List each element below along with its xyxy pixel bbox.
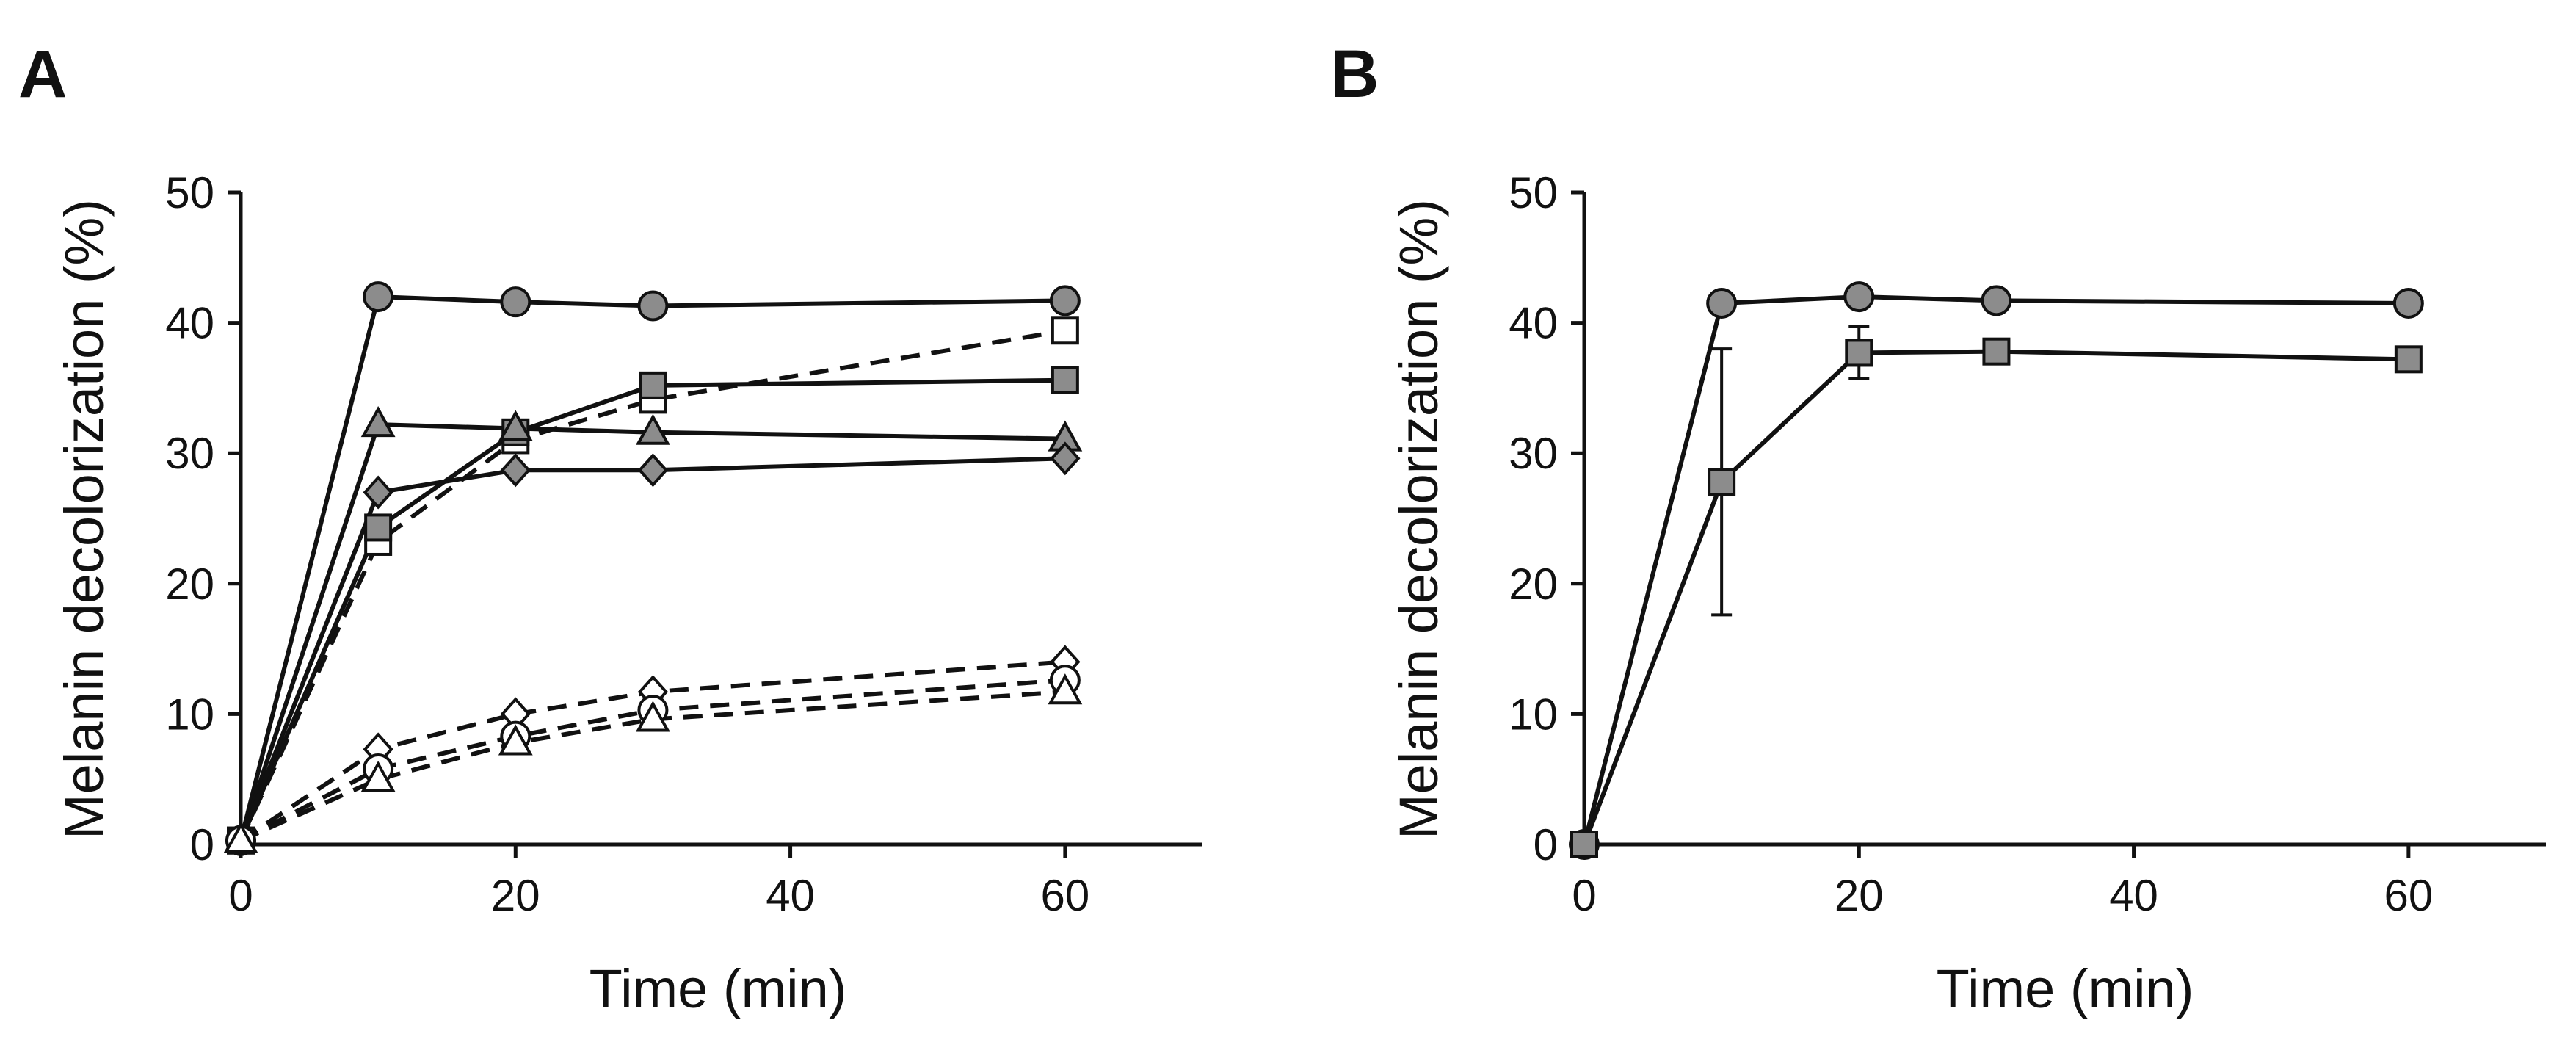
panel-a-y-tick-label: 20 <box>165 560 214 609</box>
panel-a-point-triangle <box>636 413 670 445</box>
panel-a-point-diamond <box>637 453 669 488</box>
panel-a-point-triangle <box>360 406 396 438</box>
panel-a-y-tick-label: 30 <box>165 429 214 478</box>
panel-a-point-circle <box>500 286 531 318</box>
panel-a-point-circle <box>637 290 669 322</box>
panel-a-y-tick-label: 50 <box>165 168 214 217</box>
panel-b-y-tick-label: 10 <box>1509 690 1558 739</box>
panel-b-point-square <box>2394 345 2423 374</box>
panel-a-point-diamond <box>1050 441 1081 476</box>
panel-a-point-diamond <box>500 453 531 488</box>
panel-a-x-tick-label: 40 <box>766 871 815 920</box>
panel-a-point-triangle <box>360 761 396 792</box>
panel-a-point-circle <box>363 281 394 313</box>
panel-b-x-tick-label: 20 <box>1835 871 1884 920</box>
panel-b-y-axis-title: Melanin decolorization (%) <box>1388 199 1449 839</box>
panel-b-marks: 0 10 20 30 40 50 0 20 40 60 <box>1509 168 2546 920</box>
panel-b-point-square <box>1570 831 1598 858</box>
panel-b-point-circle <box>1706 287 1738 319</box>
panel-b-y-tick-label: 50 <box>1509 168 1558 217</box>
panel-a-point-triangle <box>223 822 258 853</box>
panel-a-point-square <box>1051 366 1079 394</box>
panel-a-marks: 0 10 20 30 40 50 0 20 40 60 <box>165 168 1202 920</box>
panel-a-point-diamond <box>363 475 393 510</box>
panel-b-x-axis-title: Time (min) <box>1937 958 2194 1019</box>
panel-a-point-square <box>1051 316 1079 345</box>
panel-a-point-triangle <box>498 410 533 441</box>
panel-b-x-tick-label: 40 <box>2109 871 2158 920</box>
panel-a-point-triangle <box>498 724 533 756</box>
panel-b-x-tick-label: 0 <box>1572 871 1596 920</box>
panel-b-y-tick-label: 30 <box>1509 429 1558 478</box>
panel-b-point-circle <box>1981 285 2012 316</box>
panel-b-point-square <box>1982 337 2011 366</box>
panel-b-point-square <box>1708 468 1736 496</box>
panel-b-point-square <box>1845 339 1873 367</box>
panel-a-x-axis-title: Time (min) <box>589 958 847 1019</box>
panel-a-y-axis-title: Melanin decolorization (%) <box>54 199 115 839</box>
panel-a-y-tick-label: 0 <box>190 820 214 869</box>
panel-b-point-circle <box>2392 287 2424 319</box>
panel-b-y-tick-label: 0 <box>1534 820 1558 869</box>
panel-b-point-circle <box>1843 281 1875 313</box>
panel-b-series-line-0 <box>1582 294 2409 845</box>
panel-a-point-triangle <box>1048 673 1083 705</box>
panel-a-point-triangle <box>636 701 670 732</box>
panel-b-y-tick-label: 40 <box>1509 299 1558 348</box>
panel-a-point-circle <box>1049 285 1081 316</box>
panel-a-x-tick-label: 20 <box>491 871 540 920</box>
panel-a: A 0 10 20 30 40 50 0 20 40 60 Time (min) Melanin … <box>18 37 1202 1019</box>
panel-a-x-tick-label: 0 <box>228 871 253 920</box>
panel-b-letter: B <box>1330 37 1379 112</box>
panel-a-point-square <box>639 371 667 399</box>
panel-a-point-square <box>364 513 393 542</box>
panel-a-letter: A <box>18 37 67 112</box>
panel-a-series-line-5 <box>239 659 1066 843</box>
panel-b-y-tick-label: 20 <box>1509 560 1558 609</box>
panel-b-x-tick-label: 60 <box>2384 871 2433 920</box>
panel-a-x-tick-label: 60 <box>1040 871 1089 920</box>
panel-a-y-tick-label: 40 <box>165 299 214 348</box>
panel-b: B 0 10 20 30 40 50 0 20 40 60 Time (min) Melanin … <box>1330 37 2546 1019</box>
panel-a-y-tick-label: 10 <box>165 690 214 739</box>
panel-b-series-line-1 <box>1582 349 2409 846</box>
